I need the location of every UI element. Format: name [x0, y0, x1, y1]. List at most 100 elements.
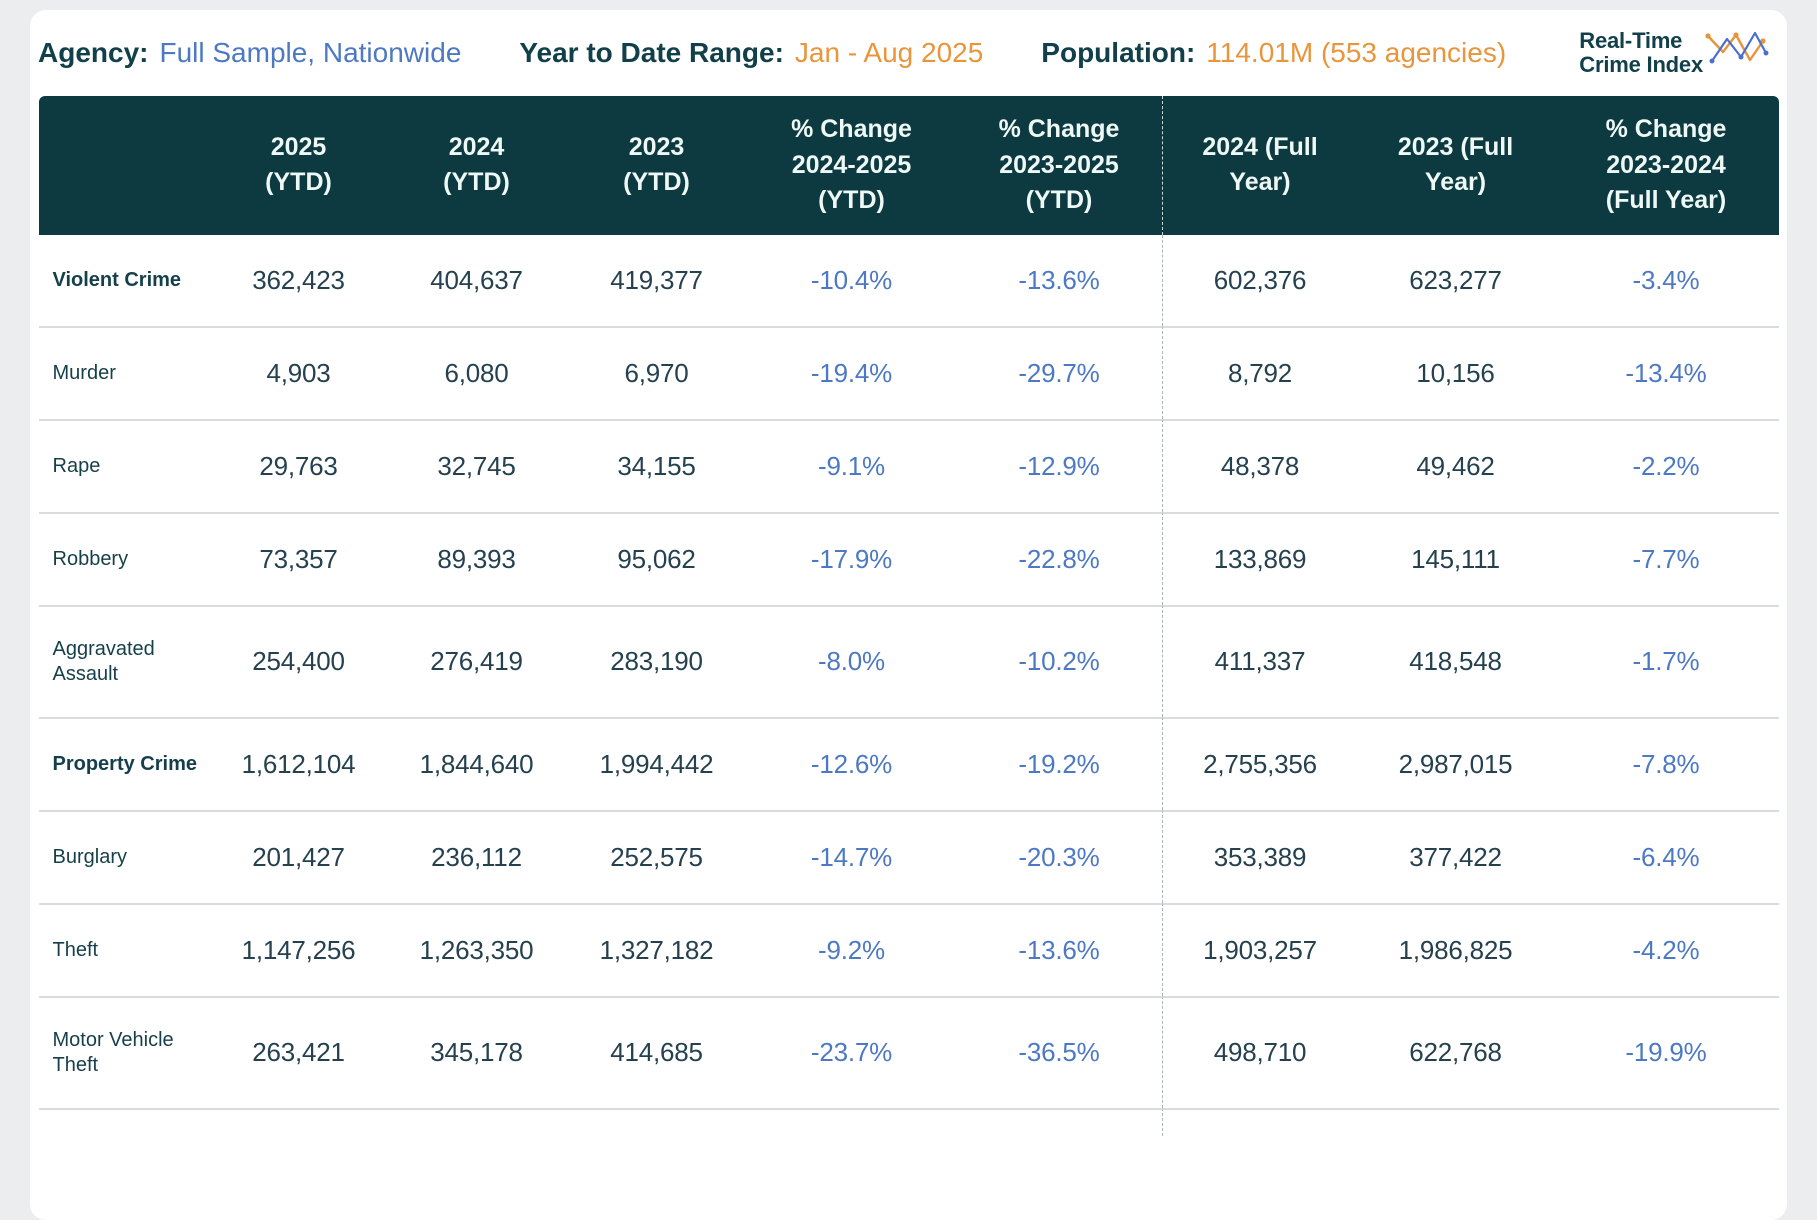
cell-y2023_full: 622,768 [1357, 995, 1554, 1108]
cell-y2023_ytd: 95,062 [566, 511, 747, 605]
cell-y2024_ytd: 404,637 [430, 264, 523, 295]
table-row: Burglary 201,427 236,112 252,575 -14.7% -20.3… [38, 809, 1779, 903]
table-corner-cell [38, 96, 211, 235]
ytd-range-value: Jan - Aug 2025 [794, 37, 984, 68]
cell-y2023_ytd: 414,685 [566, 995, 747, 1108]
column-header-y2025_ytd: 2025 (YTD) [210, 96, 387, 235]
cell-y2023_ytd: 1,994,442 [566, 716, 747, 810]
cell-y2024_full: 2,755,356 [1161, 716, 1358, 810]
page: Agency: Full Sample, Nationwide Year to … [30, 10, 1787, 1220]
cell-y2023_ytd: 283,190 [566, 604, 747, 717]
summary-bar: Agency: Full Sample, Nationwide Year to … [30, 10, 1787, 96]
cell-y2024_full: 411,337 [1161, 604, 1358, 717]
cell-pct_2023_2025_ytd: -12.9% [956, 418, 1162, 512]
cell-y2023_full: 10,156 [1357, 325, 1554, 419]
cell-y2024_full: 1,903,257 [1161, 902, 1358, 996]
cell-pct_2023_2025_ytd: -13.6% [1018, 264, 1100, 295]
column-header-y2024_full: 2024 (Full Year) [1161, 96, 1358, 235]
cell-y2023_full: 623,277 [1409, 264, 1502, 295]
cell-y2023_ytd: 419,377 [610, 264, 703, 295]
row-label: Violent Crime [52, 268, 182, 291]
cell-pct_2023_2024_full: -13.4% [1553, 325, 1779, 419]
population-label: Population: [1041, 37, 1196, 68]
cell-y2024_ytd: 345,178 [386, 995, 567, 1108]
table-row: Murder 4,903 6,080 6,970 -19.4% -29.7% 8,792 10… [38, 325, 1779, 419]
cell-y2024_full: 133,869 [1161, 511, 1358, 605]
crime-stats-table: 2025 (YTD) 2024 (YTD) 2023 (YTD)% Change 2… [38, 96, 1779, 1136]
agency-value: Full Sample, Nationwide [159, 37, 462, 68]
cell-y2025_ytd: 1,147,256 [210, 902, 387, 996]
column-header-y2024_ytd: 2024 (YTD) [386, 96, 567, 235]
ytd-range-label: Year to Date Range: [519, 37, 784, 68]
cell-y2023_ytd: 6,970 [566, 325, 747, 419]
cell-y2023_full: 377,422 [1357, 809, 1554, 903]
cell-y2024_full: 353,389 [1161, 809, 1358, 903]
table-row: Property Crime 1,612,104 1,844,640 1,994,44… [38, 716, 1779, 810]
column-header-y2023_ytd: 2023 (YTD) [566, 96, 747, 235]
crime-index-card: Agency: Full Sample, Nationwide Year to … [30, 10, 1787, 1220]
cell-y2023_full: 1,986,825 [1357, 902, 1554, 996]
agency-label: Agency: [38, 37, 149, 68]
cell-y2023_full: 49,462 [1357, 418, 1554, 512]
cell-pct_2023_2025_ytd: -36.5% [956, 995, 1162, 1108]
table-row: Violent Crime 362,423 404,637 419,377 -10.4%… [39, 234, 1779, 326]
row-label: Property Crime [38, 716, 211, 810]
cell-y2024_ytd: 89,393 [386, 511, 567, 605]
column-header-y2023_full: 2023 (Full Year) [1357, 96, 1554, 235]
cell-y2024_full: 8,792 [1161, 325, 1358, 419]
cell-pct_2024_2025_ytd: -10.4% [810, 264, 893, 295]
cell-y2023_full: 145,111 [1357, 511, 1554, 605]
cell-pct_2024_2025_ytd: -9.2% [746, 902, 957, 996]
ytd-range-summary: Year to Date Range: Jan - Aug 2025 [519, 37, 983, 69]
column-header-pct_2023_2024_full: % Change 2023-2024 (Full Year) [1553, 96, 1779, 235]
cell-y2024_ytd: 6,080 [386, 325, 567, 419]
column-header-pct_2023_2025_ytd: % Change 2023-2025 (YTD) [956, 96, 1162, 235]
cell-pct_2023_2024_full: -3.4% [1632, 264, 1700, 295]
cell-y2025_ytd: 263,421 [210, 995, 387, 1108]
cell-pct_2023_2024_full: -4.2% [1553, 902, 1779, 996]
cell-y2024_ytd: 1,844,640 [386, 716, 567, 810]
cell-pct_2023_2024_full: -7.7% [1553, 511, 1779, 605]
cell-y2025_ytd: 254,400 [210, 604, 387, 717]
cell-y2024_full: 602,376 [1161, 234, 1358, 326]
cell-pct_2023_2024_full: -19.9% [1553, 995, 1779, 1108]
cell-pct_2023_2024_full: -6.4% [1553, 809, 1779, 903]
cell-y2025_ytd: 29,763 [210, 418, 387, 512]
table-row: Aggravated Assault 254,400 276,419 283,190-… [38, 604, 1779, 717]
cell-pct_2024_2025_ytd: -8.0% [746, 604, 957, 717]
cell-pct_2023_2025_ytd: -10.2% [956, 604, 1162, 717]
rtci-logo-text: Real-Time Crime Index [1579, 27, 1703, 77]
cell-y2023_ytd: 1,327,182 [566, 902, 747, 996]
row-label: Murder [38, 325, 211, 419]
table-row-partial [38, 1107, 1779, 1136]
row-label: Motor Vehicle Theft [38, 995, 211, 1108]
column-header-pct_2024_2025_ytd: % Change 2024-2025 (YTD) [746, 96, 957, 235]
table-row: Motor Vehicle Theft 263,421 345,178 414,685… [38, 995, 1779, 1108]
cell-pct_2023_2025_ytd: -13.6% [956, 902, 1162, 996]
rtci-logo-line2: Crime Index [1579, 52, 1703, 77]
cell-pct_2023_2024_full: -7.8% [1553, 716, 1779, 810]
row-label: Aggravated Assault [38, 604, 211, 717]
row-label: Theft [38, 902, 211, 996]
cell-y2024_ytd: 32,745 [386, 418, 567, 512]
cell-y2025_ytd: 362,423 [252, 264, 345, 295]
table-header-row: 2025 (YTD) 2024 (YTD) 2023 (YTD)% Change 2… [38, 96, 1779, 235]
agency-summary: Agency: Full Sample, Nationwide [38, 37, 461, 69]
cell-y2024_full: 48,378 [1161, 418, 1358, 512]
cell-pct_2024_2025_ytd: -12.6% [746, 716, 957, 810]
cell-y2023_full: 418,548 [1357, 604, 1554, 717]
cell-y2023_ytd: 34,155 [566, 418, 747, 512]
cell-pct_2023_2025_ytd: -19.2% [956, 716, 1162, 810]
table-row: Theft 1,147,256 1,263,350 1,327,182 -9.2% -13… [38, 902, 1779, 996]
cell-pct_2023_2025_ytd: -29.7% [956, 325, 1162, 419]
cell-y2023_full: 2,987,015 [1357, 716, 1554, 810]
rtci-logo: Real-Time Crime Index [1579, 27, 1771, 77]
cell-y2024_ytd: 236,112 [386, 809, 567, 903]
table-row: Rape 29,763 32,745 34,155 -9.1% -12.9% 48,378 4… [38, 418, 1779, 512]
rtci-logo-line1: Real-Time [1579, 27, 1683, 53]
row-label: Burglary [38, 809, 211, 903]
cell-pct_2024_2025_ytd: -14.7% [746, 809, 957, 903]
row-label: Rape [38, 418, 211, 512]
logo-zigzag-icon [1705, 31, 1769, 64]
cell-pct_2023_2025_ytd: -22.8% [956, 511, 1162, 605]
